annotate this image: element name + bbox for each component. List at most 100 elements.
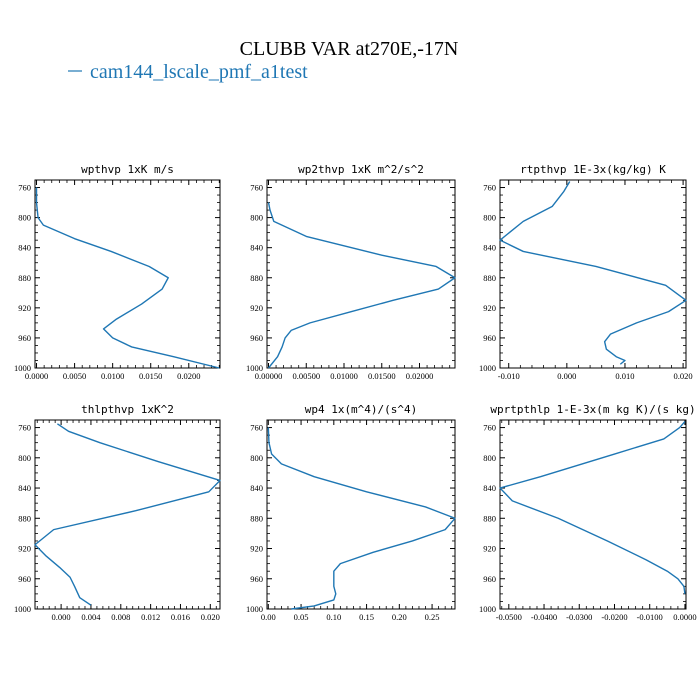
y-tick-label: 1000	[246, 363, 263, 373]
panel-title: wpthvp 1xK m/s	[81, 163, 174, 176]
y-tick-label: 800	[250, 453, 263, 463]
panel-1: wpthvp 1xK m/s76080084088092096010000.00…	[14, 163, 221, 381]
x-tick-label: -0.0500	[496, 612, 522, 622]
x-tick-label: 0.004	[81, 612, 101, 622]
y-tick-label: 840	[483, 243, 496, 253]
x-tick-label: -0.0100	[637, 612, 663, 622]
y-tick-label: 1000	[246, 604, 263, 614]
y-tick-label: 960	[483, 574, 496, 584]
series-line	[34, 423, 221, 606]
y-tick-label: 920	[483, 303, 496, 313]
panel-title: wprtpthlp 1-E-3x(m kg K)/(s kg)	[490, 403, 695, 416]
y-tick-label: 920	[483, 544, 496, 554]
y-tick-label: 880	[250, 513, 263, 523]
x-tick-label: -0.0400	[531, 612, 557, 622]
y-tick-label: 800	[483, 213, 496, 223]
x-tick-label: 0.02000	[406, 371, 434, 381]
y-tick-label: 880	[250, 273, 263, 283]
x-tick-label: 0.020	[201, 612, 220, 622]
x-tick-label: 0.0050	[63, 371, 86, 381]
y-tick-label: 960	[250, 574, 263, 584]
y-tick-label: 880	[18, 273, 31, 283]
x-tick-label: 0.01500	[368, 371, 396, 381]
y-tick-label: 760	[250, 423, 263, 433]
y-tick-label: 760	[483, 183, 496, 193]
figure-title: CLUBB VAR at270E,-17N	[240, 38, 459, 60]
y-tick-label: 1000	[479, 604, 496, 614]
x-tick-label: 0.0100	[101, 371, 124, 381]
plot-frame	[499, 179, 687, 369]
panel-5: wp4 1x(m^4)/(s^4)76080084088092096010000…	[246, 403, 456, 622]
y-tick-label: 880	[18, 513, 31, 523]
y-tick-label: 920	[18, 544, 31, 554]
series-line	[499, 181, 687, 365]
panel-3: rtpthvp 1E-3x(kg/kg) K 760 800 840 880 920 960…	[479, 163, 693, 381]
panel-2: wp2thvp 1xK m^2/s^2 760 800 840 880 920 960 100…	[246, 163, 456, 381]
y-tick-label: 960	[483, 333, 496, 343]
y-tick-label: 880	[483, 513, 496, 523]
plot-frame	[34, 419, 221, 610]
series-line	[267, 427, 456, 610]
x-tick-label: 0.20	[392, 612, 407, 622]
y-tick-label: 960	[18, 574, 31, 584]
x-tick-label: 0.05	[294, 612, 309, 622]
x-tick-label: -0.0300	[566, 612, 592, 622]
y-tick-label: 1000	[14, 604, 31, 614]
y-tick-label: 840	[18, 243, 31, 253]
y-tick-label: 920	[250, 303, 263, 313]
legend-label: cam144_lscale_pmf_a1test	[90, 61, 308, 83]
panels-group: wpthvp 1xK m/s76080084088092096010000.00…	[14, 163, 697, 622]
x-tick-label: -0.010	[498, 371, 520, 381]
y-tick-label: 760	[18, 423, 31, 433]
series-line	[35, 187, 220, 369]
y-tick-label: 960	[250, 333, 263, 343]
x-tick-label: 0.01000	[330, 371, 358, 381]
x-tick-label: 0.012	[141, 612, 160, 622]
x-tick-label: -0.0200	[601, 612, 627, 622]
x-tick-label: 0.25	[425, 612, 440, 622]
plot-frame	[34, 179, 221, 369]
y-tick-label: 760	[250, 183, 263, 193]
y-tick-label: 760	[483, 423, 496, 433]
panel-title: thlpthvp 1xK^2	[81, 403, 174, 416]
x-tick-label: 0.15	[359, 612, 374, 622]
panel-title: wp4 1x(m^4)/(s^4)	[305, 403, 418, 416]
plot-frame	[499, 419, 687, 610]
y-tick-label: 800	[250, 213, 263, 223]
y-tick-label: 760	[18, 183, 31, 193]
x-tick-label: 0.0150	[139, 371, 162, 381]
x-tick-label: 0.10	[326, 612, 341, 622]
y-tick-label: 1000	[14, 363, 31, 373]
x-tick-label: 0.000	[52, 612, 71, 622]
y-tick-label: 800	[483, 453, 496, 463]
y-tick-label: 840	[18, 483, 31, 493]
y-tick-label: 920	[250, 544, 263, 554]
y-tick-label: 800	[18, 213, 31, 223]
plot-frame	[266, 179, 456, 369]
x-tick-label: 0.00	[261, 612, 276, 622]
y-tick-label: 840	[250, 243, 263, 253]
x-tick-label: 0.000	[557, 371, 576, 381]
panel-title: wp2thvp 1xK m^2/s^2	[298, 163, 424, 176]
x-tick-label: 0.00000	[255, 371, 283, 381]
panel-6: wprtpthlp 1-E-3x(m kg K)/(s kg) 760 800 840…	[479, 403, 697, 622]
x-tick-label: 0.016	[171, 612, 190, 622]
x-tick-label: 0.0200	[177, 371, 200, 381]
y-tick-label: 840	[483, 483, 496, 493]
panel-4: thlpthvp 1xK^2 760 800 840 880 920 960 1000 0.00…	[14, 403, 221, 622]
y-tick-label: 880	[483, 273, 496, 283]
panel-title: rtpthvp 1E-3x(kg/kg) K	[520, 163, 666, 176]
y-tick-label: 800	[18, 453, 31, 463]
y-tick-label: 960	[18, 333, 31, 343]
series-line	[267, 202, 456, 369]
plot-frame	[266, 419, 456, 610]
y-tick-label: 840	[250, 483, 263, 493]
x-tick-label: 0.010	[615, 371, 634, 381]
y-tick-label: 1000	[479, 363, 496, 373]
x-tick-label: 0.00500	[292, 371, 320, 381]
x-tick-label: 0.0000	[25, 371, 48, 381]
x-tick-label: 0.008	[111, 612, 130, 622]
x-tick-label: 0.020	[674, 371, 693, 381]
y-tick-label: 920	[18, 303, 31, 313]
